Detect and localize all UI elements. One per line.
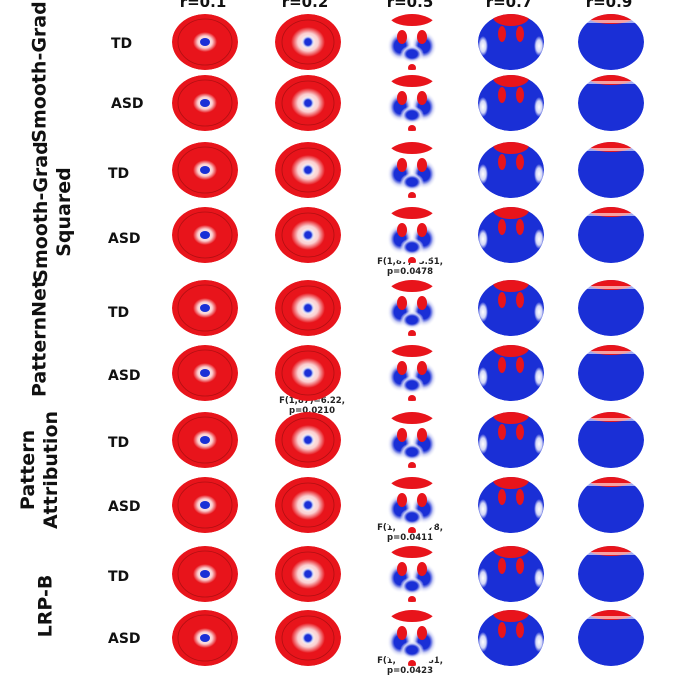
topomap-r07 — [478, 345, 544, 401]
group-label-asd: ASD — [108, 631, 141, 647]
group-label-td: TD — [108, 305, 130, 321]
topomap-r07 — [478, 280, 544, 336]
stat-line: F(1,87)=6.22, — [279, 396, 345, 406]
topomap-r07 — [478, 610, 544, 666]
stat-line: p=0.0411 — [386, 533, 433, 543]
topomap-r01 — [172, 142, 238, 198]
topomap-r02 — [275, 75, 341, 131]
stat-annotation-patternnet: F(1,87)=6.22, p=0.0210 — [257, 396, 367, 416]
topomap-r09 — [578, 207, 644, 263]
stat-line: p=0.0423 — [386, 666, 433, 676]
topomap-r01 — [172, 546, 238, 602]
group-label-asd: ASD — [111, 96, 144, 112]
topomap-r05 — [379, 477, 445, 533]
topomap-r02 — [275, 412, 341, 468]
topomap-r09 — [578, 610, 644, 666]
topomap-r02 — [275, 280, 341, 336]
topomap-r07 — [478, 546, 544, 602]
topomap-r01 — [172, 477, 238, 533]
topomap-r09 — [578, 546, 644, 602]
topomap-r07 — [478, 142, 544, 198]
group-label-td: TD — [111, 36, 133, 52]
group-label-asd: ASD — [108, 499, 141, 515]
topomap-r07 — [478, 412, 544, 468]
column-header-r01: r=0.1 — [179, 0, 227, 11]
topomap-r02 — [275, 610, 341, 666]
topomap-r01 — [172, 610, 238, 666]
stat-line: p=0.0210 — [288, 406, 335, 416]
group-label-td: TD — [108, 166, 130, 182]
topomap-r07 — [478, 75, 544, 131]
topomap-r09 — [578, 477, 644, 533]
topomap-r05 — [379, 142, 445, 198]
topomap-r05 — [379, 345, 445, 401]
topomap-r02 — [275, 14, 341, 70]
topomap-r01 — [172, 280, 238, 336]
topomap-r01 — [172, 14, 238, 70]
topomap-r09 — [578, 345, 644, 401]
topomap-r01 — [172, 345, 238, 401]
topomap-r02 — [275, 207, 341, 263]
topomap-r05 — [379, 412, 445, 468]
column-header-r07: r=0.7 — [485, 0, 533, 11]
topomap-r02 — [275, 142, 341, 198]
topomap-r02 — [275, 477, 341, 533]
topomap-r09 — [578, 14, 644, 70]
topomap-r07 — [478, 477, 544, 533]
topomap-r05 — [379, 14, 445, 70]
group-label-asd: ASD — [108, 231, 141, 247]
topomap-r02 — [275, 546, 341, 602]
topomap-r01 — [172, 412, 238, 468]
topomap-r05 — [379, 280, 445, 336]
topomap-r09 — [578, 280, 644, 336]
topomap-r07 — [478, 207, 544, 263]
topomap-r05 — [379, 75, 445, 131]
topomap-r09 — [578, 142, 644, 198]
column-header-r02: r=0.2 — [281, 0, 329, 11]
group-label-td: TD — [108, 569, 130, 585]
topomap-r02 — [275, 345, 341, 401]
stat-line: p=0.0478 — [386, 267, 433, 277]
topomap-r05 — [379, 207, 445, 263]
group-label-asd: ASD — [108, 368, 141, 384]
group-label-td: TD — [108, 435, 130, 451]
topomap-r01 — [172, 207, 238, 263]
column-header-r05: r=0.5 — [386, 0, 434, 11]
column-header-r09: r=0.9 — [585, 0, 633, 11]
topomap-r09 — [578, 412, 644, 468]
topomap-r09 — [578, 75, 644, 131]
topomap-r05 — [379, 546, 445, 602]
topomap-r01 — [172, 75, 238, 131]
topomap-r07 — [478, 14, 544, 70]
topomap-r05 — [379, 610, 445, 666]
